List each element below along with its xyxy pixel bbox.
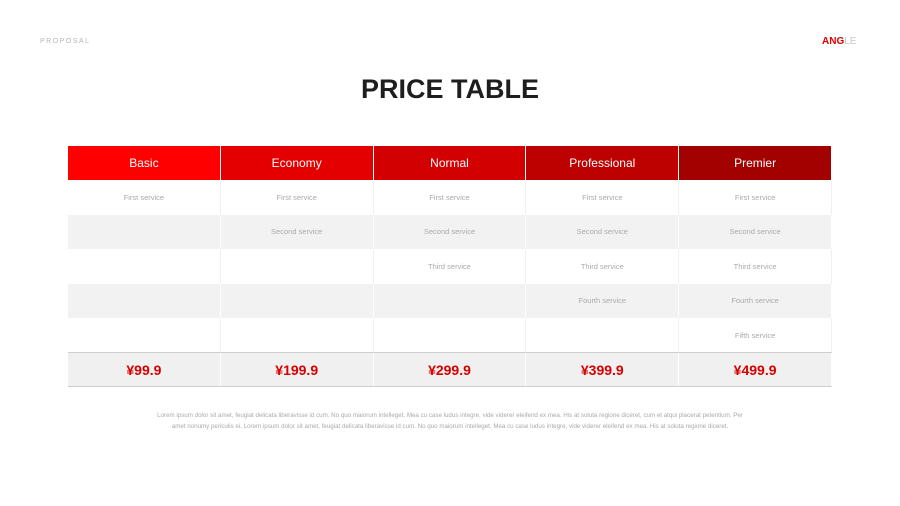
- service-cell: Third service: [679, 249, 832, 284]
- service-cell: [68, 214, 221, 250]
- service-cell: Third service: [374, 249, 527, 284]
- price-basic: ¥99.9: [68, 353, 221, 386]
- service-cell: First service: [526, 180, 680, 215]
- price-table: Basic Economy Normal Professional Premier Fir…: [68, 146, 832, 387]
- price-row: ¥99.9 ¥199.9 ¥299.9 ¥399.9 ¥499.9: [68, 352, 832, 387]
- price-professional: ¥399.9: [526, 353, 680, 386]
- header-row: Basic Economy Normal Professional Premier: [68, 146, 832, 181]
- service-cell: [68, 249, 221, 284]
- service-row: Second service Second service Second servi…: [68, 214, 832, 250]
- service-cell: [68, 283, 221, 318]
- service-cell: [374, 283, 527, 318]
- price-normal: ¥299.9: [374, 353, 527, 386]
- service-cell: [221, 317, 374, 353]
- service-cell: First service: [679, 180, 832, 215]
- description: Lorem ipsum dolor sit amet, feugiat deli…: [157, 412, 743, 430]
- logo-main: ANG: [822, 36, 845, 47]
- service-cell: [221, 249, 374, 284]
- service-cell: Fourth service: [679, 283, 832, 318]
- service-cell: [526, 317, 680, 353]
- plan-header-premier: Premier: [679, 146, 832, 181]
- service-cell: Second service: [679, 214, 832, 250]
- service-cell: First service: [221, 180, 374, 215]
- service-row: Fifth service: [68, 317, 832, 353]
- service-cell: Second service: [526, 214, 680, 250]
- service-cell: Third service: [526, 249, 680, 284]
- service-cell: First service: [68, 180, 221, 215]
- service-cell: First service: [374, 180, 527, 215]
- plan-header-professional: Professional: [526, 146, 680, 181]
- service-row: Fourth service Fourth service: [68, 283, 832, 318]
- logo-rest: LE: [844, 36, 857, 47]
- logo: ANGLE: [822, 36, 856, 47]
- service-cell: [221, 283, 374, 318]
- service-row: Third service Third service Third service: [68, 249, 832, 284]
- plan-header-normal: Normal: [373, 146, 527, 181]
- service-cell: Fifth service: [679, 317, 832, 353]
- section-label: PROPOSAL: [40, 38, 91, 45]
- price-premier: ¥499.9: [679, 353, 832, 386]
- price-economy: ¥199.9: [221, 353, 374, 386]
- page-title: PRICE TABLE: [360, 74, 539, 104]
- plan-header-basic: Basic: [68, 146, 221, 181]
- service-cell: Second service: [374, 214, 527, 250]
- service-cell: Fourth service: [526, 283, 680, 318]
- service-cell: [68, 317, 221, 353]
- service-cell: Second service: [221, 214, 374, 250]
- service-row: First service First service First service F…: [68, 180, 832, 215]
- plan-header-economy: Economy: [220, 146, 374, 181]
- service-cell: [374, 317, 527, 353]
